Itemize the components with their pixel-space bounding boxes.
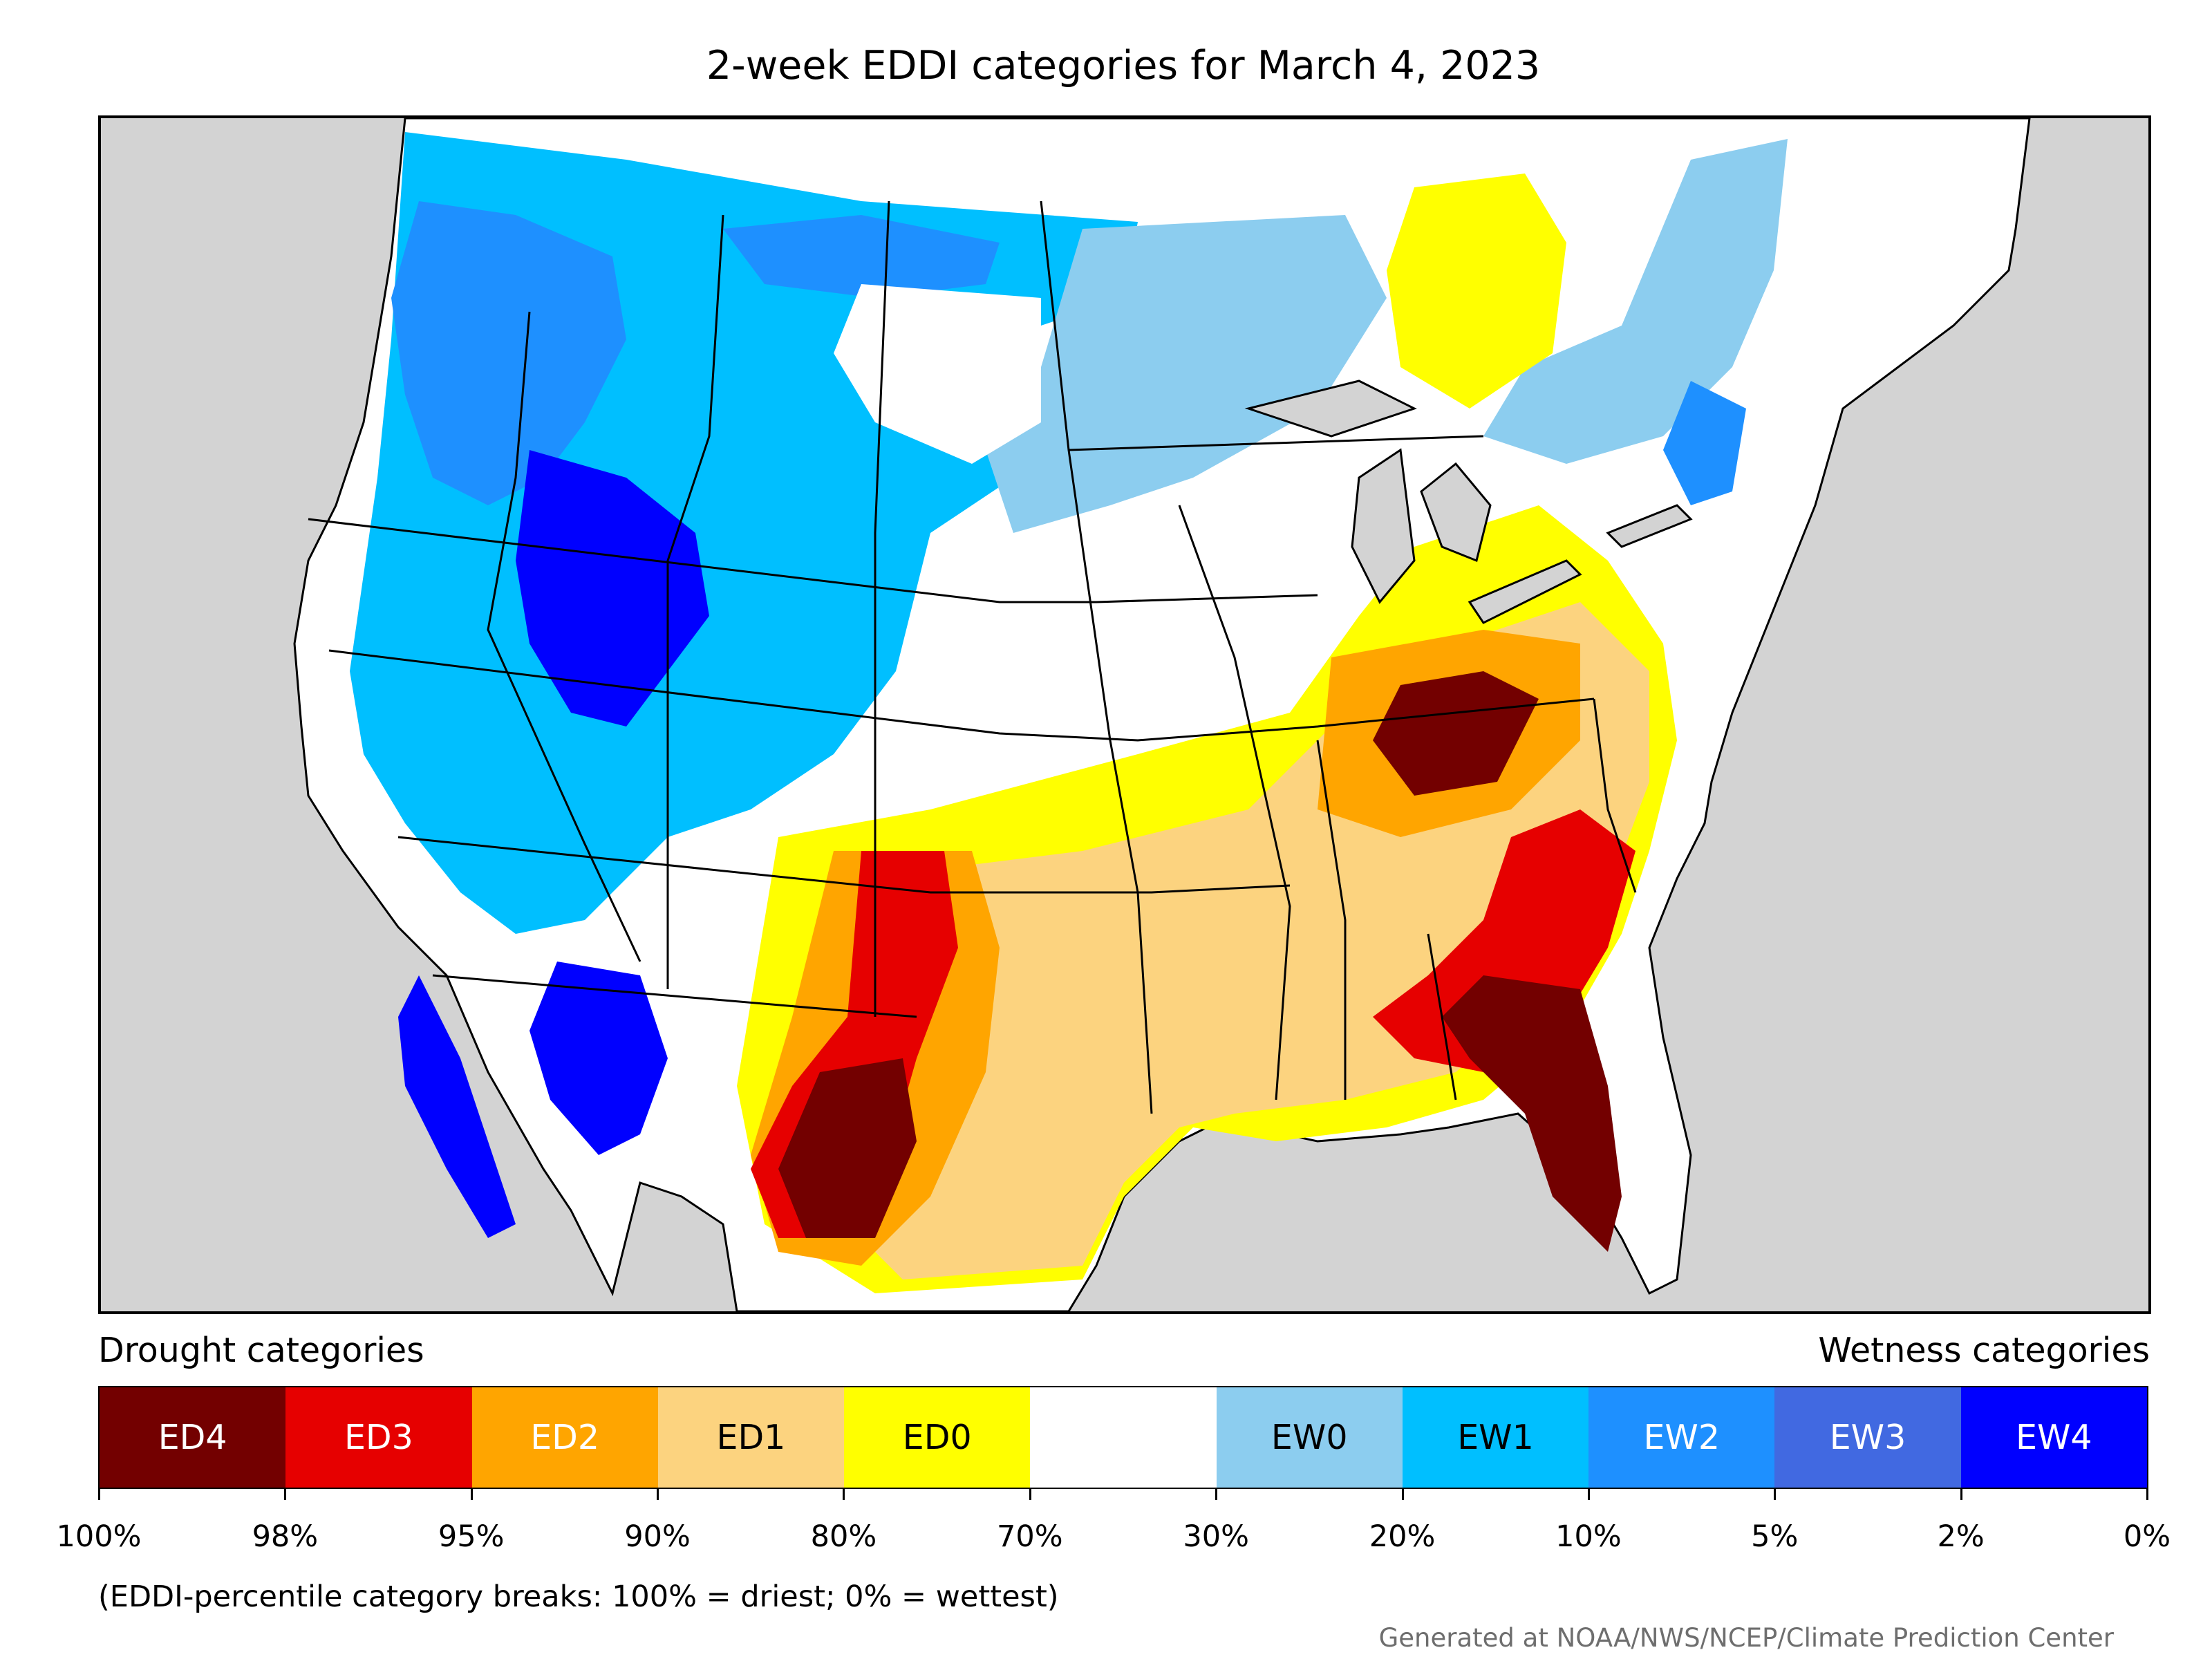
colorbar-segment: ED3 [285, 1387, 472, 1488]
colorbar-tick-label: 90% [624, 1519, 691, 1554]
wetness-categories-header: Wetness categories [1818, 1331, 2150, 1370]
eddi-map [98, 115, 2151, 1314]
colorbar-segment: EW2 [1588, 1387, 1775, 1488]
colorbar-segment: ED2 [471, 1387, 658, 1488]
ew0-north-central [986, 215, 1387, 533]
map-canvas [293, 118, 2031, 1311]
map-title: 2-week EDDI categories for March 4, 2023 [706, 43, 1541, 88]
colorbar-tick-label: 20% [1369, 1519, 1436, 1554]
colorbar-tick [1587, 1488, 1590, 1500]
ew0-northeast-canada [1483, 139, 1788, 464]
category-colorbar: ED4 ED3 ED2 ED1 ED0 EW0 EW1 EW2 EW3 EW4 [98, 1386, 2148, 1489]
colorbar-tick [657, 1488, 659, 1500]
ew2-west [391, 201, 626, 505]
colorbar-segment: EW0 [1216, 1387, 1403, 1488]
colorbar-tick-label: 80% [810, 1519, 877, 1554]
ed4-florida [1442, 975, 1622, 1252]
ew4-arizona [529, 962, 668, 1155]
colorbar-tick [1215, 1488, 1218, 1500]
colorbar-tick-label: 98% [252, 1519, 319, 1554]
colorbar-tick-label: 5% [1751, 1519, 1799, 1554]
colorbar-tick-label: 70% [997, 1519, 1063, 1554]
colorbar-tick [470, 1488, 473, 1500]
colorbar-tick [1960, 1488, 1962, 1500]
colorbar-segment: EW3 [1774, 1387, 1961, 1488]
ed4-texas [778, 1058, 917, 1238]
drought-categories-header: Drought categories [98, 1331, 424, 1370]
colorbar-tick [1029, 1488, 1031, 1500]
colorbar-segment: EW4 [1960, 1387, 2147, 1488]
ew2-northplains [723, 215, 1000, 298]
colorbar-tick-label: 0% [2123, 1519, 2171, 1554]
colorbar-tick-label: 95% [438, 1519, 505, 1554]
ed4-ohio-valley [1373, 671, 1539, 796]
colorbar-tick [1774, 1488, 1777, 1500]
ew2-new-england [1663, 381, 1746, 505]
credit-line: Generated at NOAA/NWS/NCEP/Climate Predi… [1378, 1623, 2114, 1653]
colorbar-ticks [98, 1488, 2148, 1501]
colorbar-tick [98, 1488, 100, 1500]
colorbar-segment: ED1 [657, 1387, 845, 1488]
great-lakes [1244, 379, 1693, 624]
ew4-greatbasin [516, 450, 709, 727]
colorbar-tick [2146, 1488, 2148, 1500]
colorbar-segment: ED0 [844, 1387, 1031, 1488]
colorbar-tick-label: 10% [1555, 1519, 1622, 1554]
colorbar-tick-label: 100% [56, 1519, 142, 1554]
ed0-quebec [1387, 174, 1566, 409]
colorbar-tick-label: 2% [1937, 1519, 1985, 1554]
colorbar-tick [843, 1488, 845, 1500]
colorbar-tick [1401, 1488, 1404, 1500]
colorbar-segment: ED4 [100, 1387, 286, 1488]
state-boundaries [308, 200, 1637, 1114]
colorbar-tick-label: 30% [1183, 1519, 1249, 1554]
neutral-plains [834, 284, 1041, 464]
colorbar-tick [284, 1488, 287, 1500]
colorbar-segment: EW1 [1402, 1387, 1589, 1488]
colorbar-segment [1030, 1387, 1217, 1488]
percentile-note: (EDDI-percentile category breaks: 100% =… [98, 1580, 1059, 1614]
ew4-baja [398, 975, 516, 1238]
